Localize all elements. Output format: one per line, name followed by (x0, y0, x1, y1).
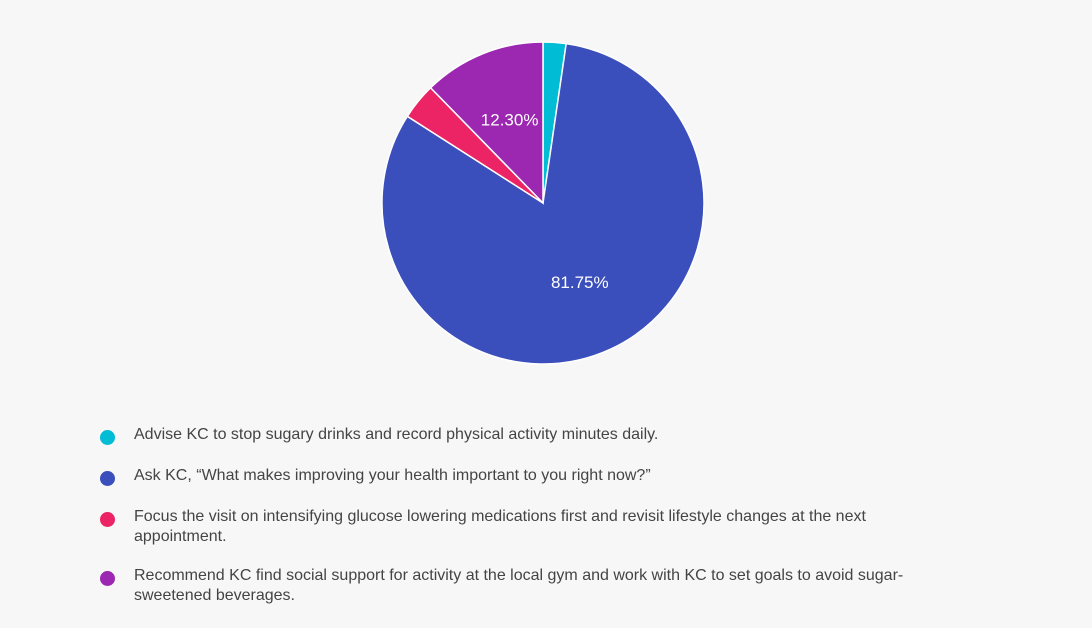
pie-slices (381, 41, 705, 365)
legend-item[interactable]: Ask KC, “What makes improving your healt… (100, 466, 940, 488)
legend-color-swatch (100, 430, 115, 445)
pie-labels: 81.75% 12.30% (481, 110, 609, 292)
legend-color-swatch (100, 512, 115, 527)
slice-data-label: 81.75% (551, 273, 609, 292)
legend-label: Focus the visit on intensifying glucose … (134, 508, 866, 545)
legend-color-swatch (100, 571, 115, 586)
pie-slice[interactable] (429, 41, 544, 205)
legend-item[interactable]: Advise KC to stop sugary drinks and reco… (100, 425, 940, 447)
slice-data-label: 12.30% (481, 110, 539, 129)
legend-item[interactable]: Recommend KC find social support for act… (100, 566, 940, 606)
legend-label: Recommend KC find social support for act… (134, 567, 904, 604)
pie-chart: 81.75% 12.30% (381, 41, 705, 365)
legend-item[interactable]: Focus the visit on intensifying glucose … (100, 507, 940, 547)
legend: Advise KC to stop sugary drinks and reco… (100, 425, 940, 625)
legend-label: Advise KC to stop sugary drinks and reco… (134, 426, 659, 443)
legend-label: Ask KC, “What makes improving your healt… (134, 467, 651, 484)
legend-color-swatch (100, 471, 115, 486)
